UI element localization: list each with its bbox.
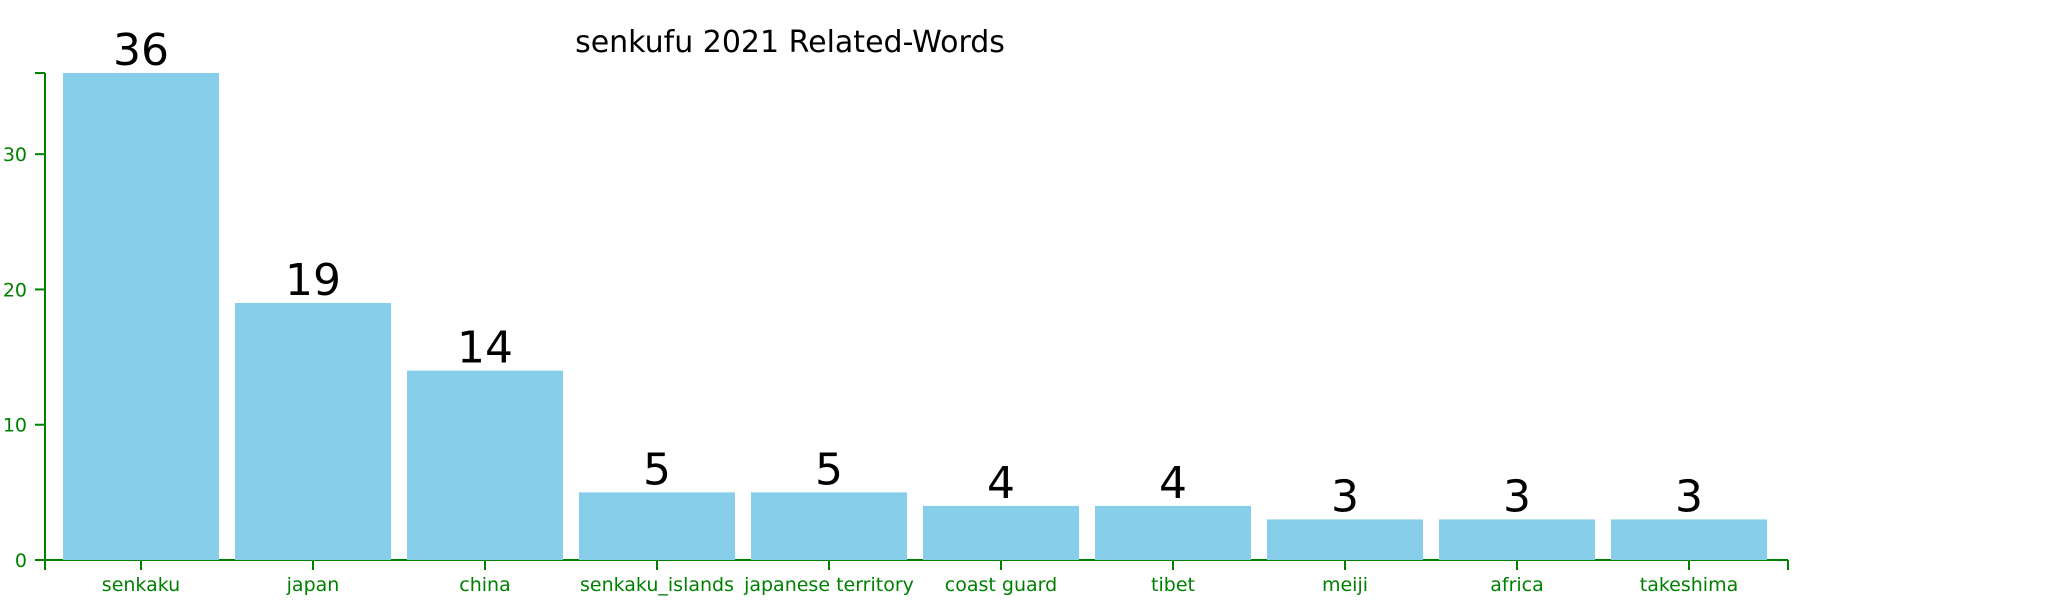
y-tick-label: 30 — [3, 144, 27, 166]
x-tick-label: japan — [286, 574, 340, 596]
x-tick-label: japanese territory — [743, 574, 914, 596]
bar — [923, 505, 1079, 560]
bar-value-label: 3 — [1331, 471, 1359, 522]
bar-value-label: 4 — [1159, 458, 1187, 509]
bar-value-label: 3 — [1503, 471, 1531, 522]
bar — [63, 73, 219, 560]
bar-value-label: 19 — [285, 255, 341, 306]
bar-value-label: 36 — [113, 25, 169, 76]
x-tick-label: coast guard — [945, 574, 1057, 596]
x-tick-label: meiji — [1322, 574, 1368, 596]
bar — [235, 302, 391, 560]
x-tick-label: tibet — [1151, 574, 1195, 596]
bar — [1439, 519, 1595, 560]
bars: 36 19 14 5 5 4 4 3 3 3 — [63, 25, 1767, 560]
y-tick-label: 10 — [3, 415, 27, 437]
bar-value-label: 5 — [643, 444, 671, 495]
x-tick-label: senkaku — [102, 574, 180, 596]
x-tick-label: takeshima — [1640, 574, 1738, 596]
bar — [1267, 519, 1423, 560]
bar — [1095, 505, 1251, 560]
bar-value-label: 5 — [815, 444, 843, 495]
y-tick-label: 0 — [15, 550, 27, 572]
bar — [1611, 519, 1767, 560]
bar — [407, 370, 563, 560]
axes: 0 10 20 30 senkaku japan china senkaku_islands j… — [3, 72, 1789, 596]
chart-title: senkufu 2021 Related-Words — [575, 25, 1005, 60]
bar-value-label: 3 — [1675, 471, 1703, 522]
x-tick-label: africa — [1490, 574, 1544, 596]
bar — [579, 492, 735, 560]
y-tick-label: 20 — [3, 279, 27, 301]
bar — [751, 492, 907, 560]
x-tick-label: china — [459, 574, 510, 596]
bar-value-label: 4 — [987, 458, 1015, 509]
bar-value-label: 14 — [457, 323, 513, 374]
x-tick-label: senkaku_islands — [580, 574, 734, 596]
